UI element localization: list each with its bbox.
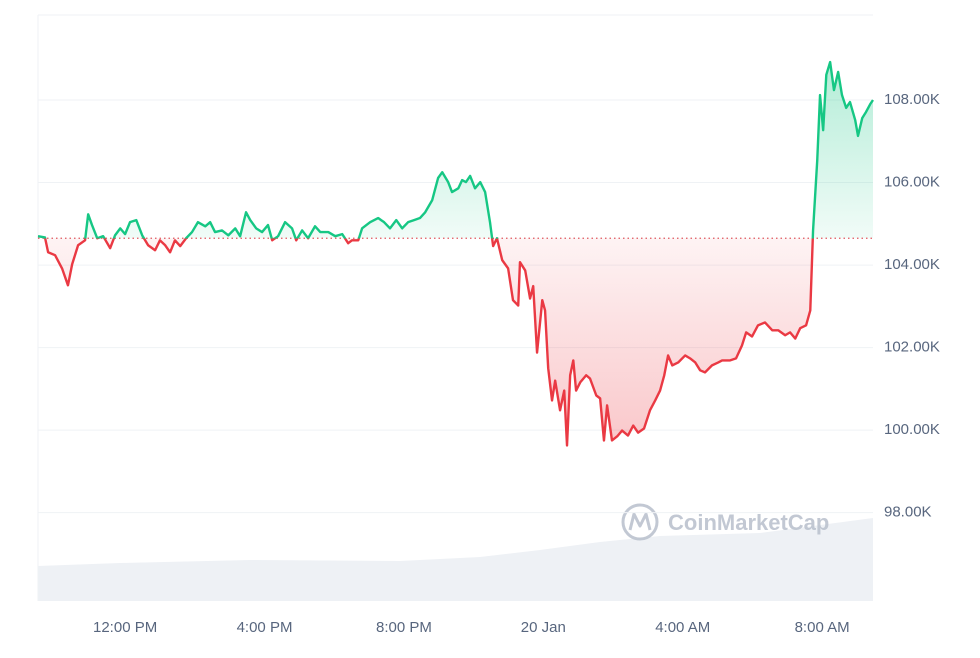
y-tick-label: 106.00K (884, 174, 940, 191)
y-tick-label: 108.00K (884, 91, 940, 108)
price-line (37, 60, 874, 447)
y-tick-label: 98.00K (884, 504, 932, 521)
price-area (38, 62, 873, 446)
x-tick-label: 4:00 PM (237, 619, 293, 636)
x-tick-label: 8:00 PM (376, 619, 432, 636)
y-tick-label: 100.00K (884, 421, 940, 438)
y-tick-label: 104.00K (884, 256, 940, 273)
watermark-text: CoinMarketCap (668, 510, 829, 535)
watermark-logo-mark (628, 512, 652, 531)
y-tick-label: 102.00K (884, 339, 940, 356)
x-tick-label: 8:00 AM (795, 619, 850, 636)
x-tick-label: 4:00 AM (655, 619, 710, 636)
volume-area (38, 518, 873, 601)
watermark: CoinMarketCap (621, 503, 829, 541)
x-tick-label: 20 Jan (521, 619, 566, 636)
x-tick-label: 12:00 PM (93, 619, 157, 636)
watermark-logo (621, 503, 659, 541)
